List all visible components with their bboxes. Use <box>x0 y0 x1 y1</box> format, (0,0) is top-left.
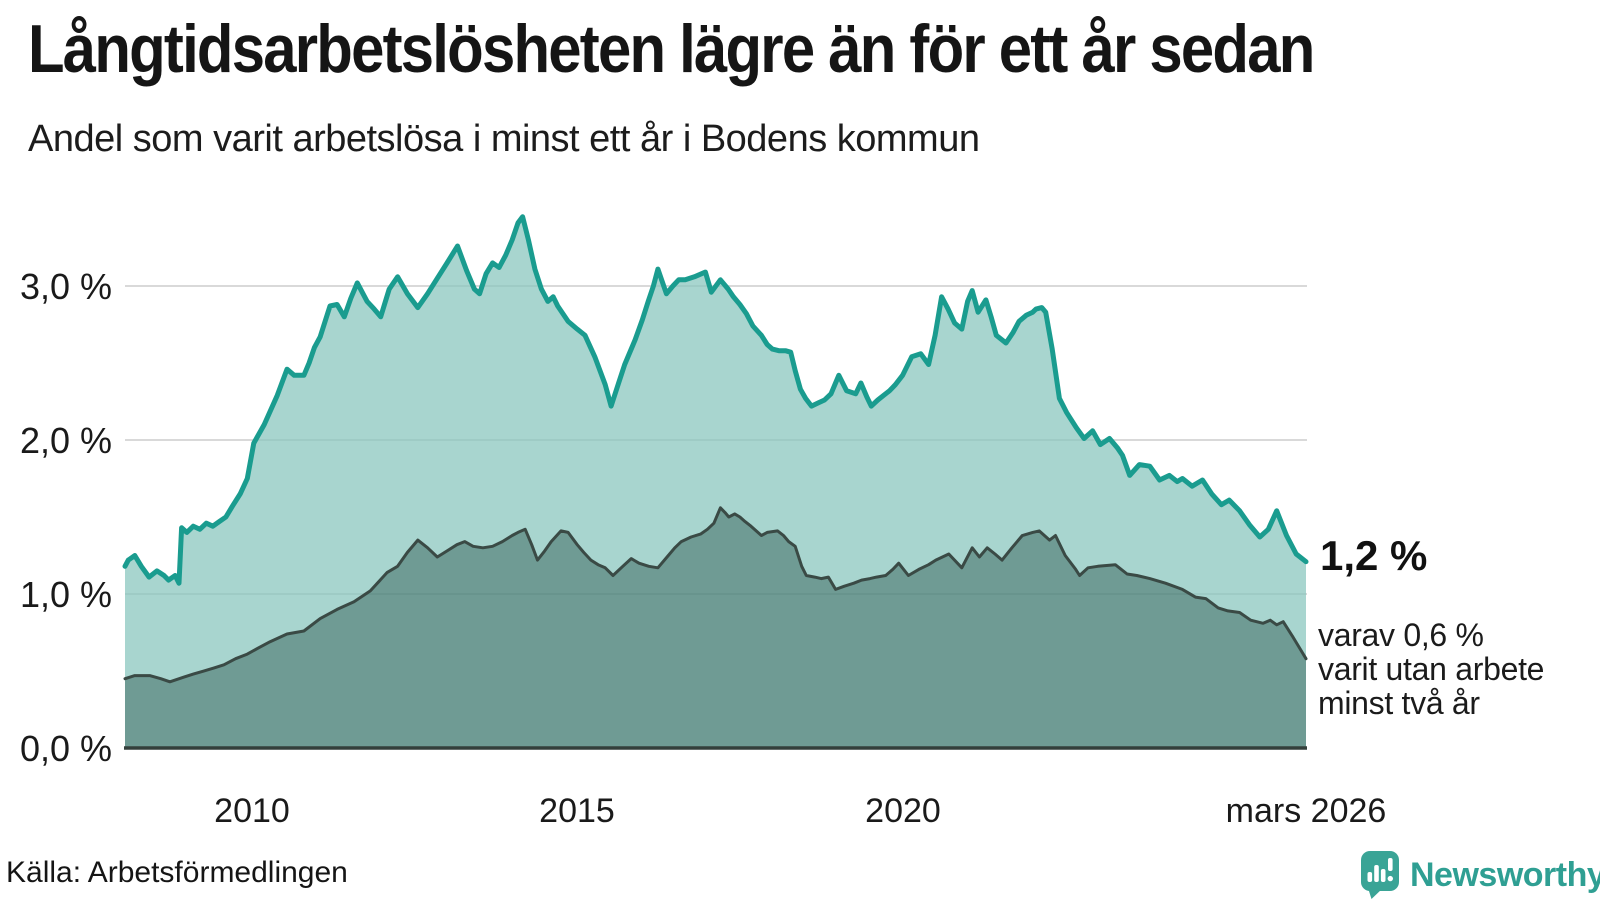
y-axis-label-2: 2,0 % <box>20 420 112 461</box>
annotation-latest-value: 1,2 % <box>1320 532 1428 579</box>
x-axis-label-mars-2026: mars 2026 <box>1226 792 1387 830</box>
area-series-at-least-two-years <box>125 507 1306 748</box>
speech-bubble-bar-chart-icon <box>1361 851 1399 899</box>
annotation-line-2: varit utan arbete <box>1318 651 1545 687</box>
y-axis-label-3: 3,0 % <box>20 266 112 307</box>
x-axis-label-2020: 2020 <box>865 792 941 830</box>
source-note: Källa: Arbetsförmedlingen <box>6 856 348 889</box>
y-axis-label-0: 0,0 % <box>20 728 112 769</box>
newsworthy-wordmark: Newsworthy <box>1410 856 1600 894</box>
line-series-at-least-two-years <box>123 506 1308 684</box>
line-series-at-least-one-year <box>122 214 1309 586</box>
page-subtitle: Andel som varit arbetslösa i minst ett å… <box>28 118 980 160</box>
area-series-at-least-one-year <box>125 216 1306 682</box>
x-axis-label-2015: 2015 <box>539 792 615 830</box>
x-axis-label-2010: 2010 <box>214 792 290 830</box>
annotation-two-year-share: varav 0,6 % varit utan arbete minst två … <box>1318 618 1544 720</box>
annotation-line-3: minst två år <box>1318 685 1480 721</box>
y-axis-label-1: 1,0 % <box>20 574 112 615</box>
annotation-line-1: varav 0,6 % <box>1318 617 1484 653</box>
page-title: Långtidsarbetslösheten lägre än för ett … <box>28 11 1315 87</box>
newsworthy-logo: Newsworthy <box>1361 851 1600 899</box>
